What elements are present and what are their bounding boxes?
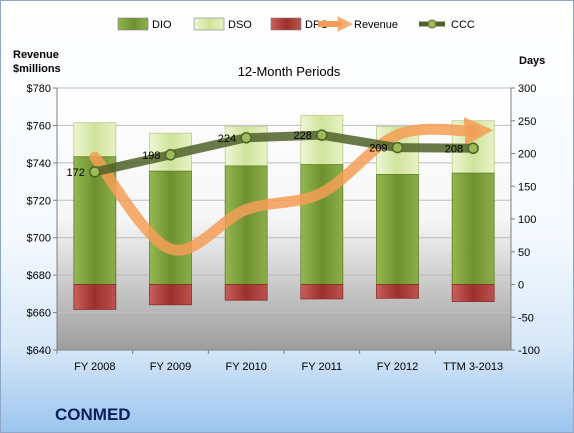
bar-dpo (73, 284, 117, 310)
x-tick-label: TTM 3-2013 (443, 361, 503, 373)
legend-label: DSO (228, 19, 252, 31)
ccc-data-label: 198 (142, 150, 160, 162)
ccc-data-label: 228 (293, 130, 311, 142)
x-tick-label: FY 2011 (302, 361, 343, 373)
ccc-data-label: 224 (218, 133, 236, 145)
bar-dpo (451, 284, 495, 302)
y-right-tick-label: 200 (518, 149, 536, 161)
y-left-label-line2: $millions (13, 63, 61, 75)
bar-dio (451, 172, 495, 285)
x-tick-label: FY 2009 (150, 361, 191, 373)
y-left-tick-label: $660 (27, 308, 51, 320)
x-tick-label: FY 2012 (377, 361, 418, 373)
legend-label: DIO (152, 19, 172, 31)
y-right-tick-label: 100 (518, 214, 536, 226)
ccc-point (467, 142, 479, 155)
y-right-label: Days (519, 55, 545, 67)
legend-swatch-ccc-marker (427, 19, 437, 29)
y-left-tick-label: $760 (27, 120, 51, 132)
ccc-point (316, 129, 328, 141)
y-right-tick-label: 300 (518, 83, 536, 95)
bar-dio (376, 174, 419, 285)
bar-dio (149, 170, 192, 285)
ccc-point (164, 149, 177, 161)
bar-dpo (300, 284, 344, 300)
y-left-tick-label: $680 (27, 270, 51, 282)
y-left-tick-label: $780 (27, 83, 51, 95)
legend: DIO DSO DPO Revenue CCC (117, 16, 475, 32)
ccc-data-label: 172 (66, 167, 84, 179)
ccc-line (90, 130, 478, 177)
x-tick-label: FY 2008 (74, 361, 115, 373)
y-left-label-line1: Revenue (13, 49, 59, 61)
revenue-line (89, 117, 494, 256)
y-right-tick-label: 150 (518, 181, 536, 193)
ccc-data-label: 209 (369, 143, 387, 155)
bar-dpo (376, 284, 419, 299)
bar-dpo (224, 284, 268, 301)
y-right-tick-label: 0 (518, 280, 524, 292)
company-label: CONMED (55, 405, 131, 424)
ccc-point (240, 132, 252, 144)
y-left-tick-label: $720 (27, 195, 51, 207)
legend-label: Revenue (354, 19, 398, 31)
bar-dso (73, 122, 117, 158)
y-left-tick-label: $740 (27, 158, 51, 170)
y-right-tick-label: 250 (518, 116, 536, 128)
ccc-layer: 172 198 224 228 209 208 (66, 129, 479, 179)
y-right-tick-label: -100 (518, 345, 540, 357)
legend-swatch-dso (193, 17, 225, 31)
y-right-tick-label: 50 (518, 247, 530, 259)
legend-swatch-dpo (270, 17, 302, 31)
axes-layer: $640 $660 $680 $700 $720 $740 $760 $780 -100 -50 0… (27, 83, 541, 373)
chart-title: 12-Month Periods (238, 64, 341, 79)
y-left-tick-label: $640 (27, 345, 51, 357)
legend-swatch-dio (117, 17, 149, 31)
revenue-layer (89, 117, 494, 256)
x-tick-label: FY 2010 (225, 361, 266, 373)
bar-dpo (149, 284, 192, 306)
ccc-point (89, 166, 101, 178)
ccc-point (391, 141, 404, 154)
y-right-tick-label: -50 (518, 312, 534, 324)
legend-label: CCC (451, 19, 475, 31)
bar-dio (224, 165, 268, 285)
y-left-tick-label: $700 (27, 233, 51, 245)
ccc-data-label: 208 (445, 143, 463, 155)
